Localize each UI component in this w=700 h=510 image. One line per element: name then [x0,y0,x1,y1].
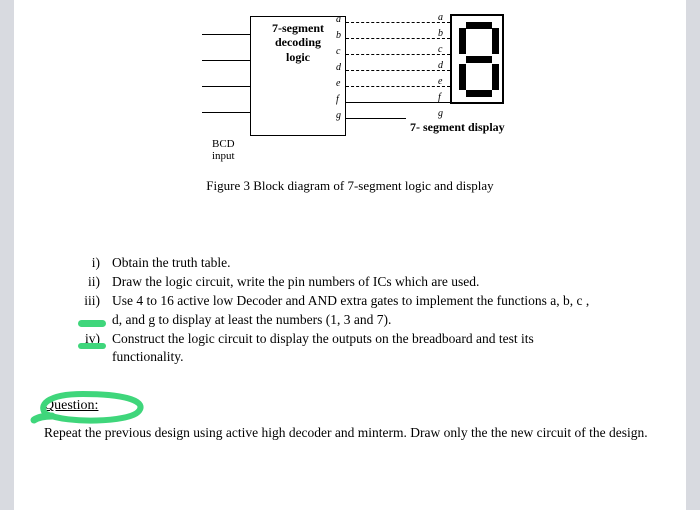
task-text-iv-l1: Construct the logic circuit to display t… [112,331,534,346]
task-text-i: Obtain the truth table. [112,254,656,272]
label-out-g-r: g [438,108,443,119]
wire-in-b [202,60,250,61]
decoder-block: 7-segment decoding logic [250,16,346,136]
wire-out-d [346,70,450,71]
decoder-title-2: decoding [251,35,345,49]
task-num-iii: iii) [74,292,112,328]
figure-caption: Figure 3 Block diagram of 7-segment logi… [44,178,656,194]
wire-out-a [346,22,450,23]
task-text-iv-l2: functionality. [112,349,183,364]
wire-in-c [202,86,250,87]
question-block: Question: Repeat the previous design usi… [44,396,656,442]
task-text-ii: Draw the logic circuit, write the pin nu… [112,273,656,291]
label-out-d-l: d [336,62,341,73]
task-iv: iv) Construct the logic circuit to displ… [74,330,656,366]
segment-c [492,64,499,90]
task-text-iii: Use 4 to 16 active low Decoder and AND e… [112,292,656,328]
document-page: A B C D 7-segment decoding logic a b c d… [14,0,686,510]
label-out-b-l: b [336,30,341,41]
task-text-iii-l2: d, and g to display at least the numbers… [112,312,391,327]
highlight-mark-icon [78,343,106,349]
wire-out-b [346,38,450,39]
task-text-iii-l1: Use 4 to 16 active low Decoder and AND e… [112,293,589,308]
label-out-e-r: e [438,76,442,87]
decoder-title-1: 7-segment [251,21,345,35]
segment-g [466,56,492,63]
segment-f [459,28,466,54]
segment-b [492,28,499,54]
label-out-a-r: a [438,12,443,23]
label-out-g-l: g [336,110,341,121]
task-ii: ii) Draw the logic circuit, write the pi… [74,273,656,291]
label-out-f-l: f [336,94,339,105]
task-num-ii: ii) [74,273,112,291]
label-out-f-r: f [438,92,441,103]
display-label: 7- segment display [410,120,505,135]
task-i: i) Obtain the truth table. [74,254,656,272]
wire-out-c [346,54,450,55]
question-text: Repeat the previous design using active … [44,424,656,442]
bcd-input-label: BCDinput [212,138,235,162]
wire-in-d [202,112,250,113]
highlight-mark-icon [78,320,106,327]
segment-a [466,22,492,29]
seven-segment-display [450,14,504,104]
task-num-iv: iv) [74,330,112,366]
task-text-iv: Construct the logic circuit to display t… [112,330,656,366]
block-diagram: A B C D 7-segment decoding logic a b c d… [150,10,550,170]
question-label: Question: [44,398,98,414]
decoder-title-3: logic [251,50,345,64]
label-out-c-r: c [438,44,442,55]
segment-e [459,64,466,90]
label-out-c-l: c [336,46,340,57]
task-list: i) Obtain the truth table. ii) Draw the … [74,254,656,366]
wire-out-f [346,102,450,103]
task-num-i: i) [74,254,112,272]
task-num-iii-text: iii) [84,293,100,308]
wire-out-g [346,118,406,119]
task-iii: iii) Use 4 to 16 active low Decoder and … [74,292,656,328]
label-out-b-r: b [438,28,443,39]
label-out-e-l: e [336,78,340,89]
wire-out-e [346,86,450,87]
label-out-d-r: d [438,60,443,71]
segment-d [466,90,492,97]
label-out-a-l: a [336,14,341,25]
wire-in-a [202,34,250,35]
